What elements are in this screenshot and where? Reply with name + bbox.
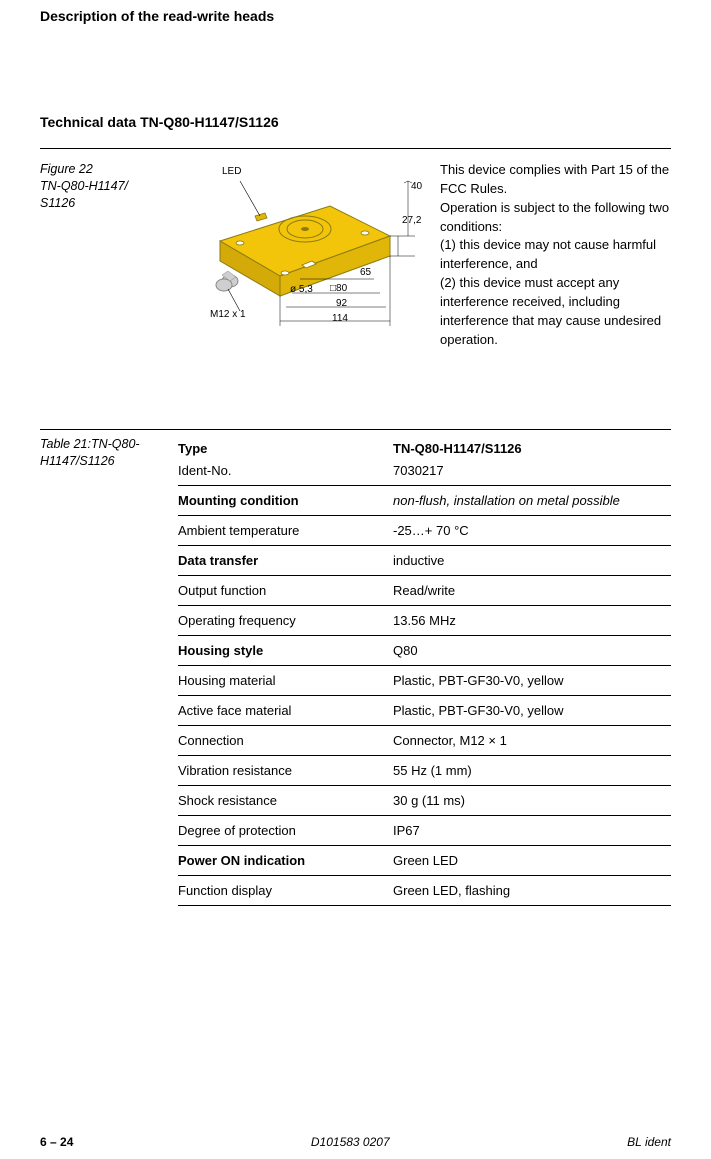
spec-value: Read/write [393,583,671,598]
label-dia: ø 5,3 [290,284,313,295]
label-d65: 65 [360,267,371,278]
spec-value: 30 g (11 ms) [393,793,671,808]
footer-page-number: 6 – 24 [40,1135,73,1149]
spec-value: Plastic, PBT-GF30-V0, yellow [393,673,671,688]
spec-value: Plastic, PBT-GF30-V0, yellow [393,703,671,718]
spec-row: ConnectionConnector, M12 × 1 [178,726,671,756]
spec-value: IP67 [393,823,671,838]
label-d92: 92 [336,298,347,309]
spec-value: Green LED, flashing [393,883,671,898]
spec-row: Ident-No.7030217 [178,456,671,486]
spec-row: Vibration resistance55 Hz (1 mm) [178,756,671,786]
table-caption: Table 21:TN-Q80-H1147/S1126 [40,434,170,906]
spec-value: non-flush, installation on metal possibl… [393,493,671,508]
spec-label: Mounting condition [178,493,393,508]
spec-row: Housing materialPlastic, PBT-GF30-V0, ye… [178,666,671,696]
spec-row: TypeTN-Q80-H1147/S1126 [178,434,671,456]
spec-label: Housing material [178,673,393,688]
spec-label: Function display [178,883,393,898]
spec-value: 13.56 MHz [393,613,671,628]
label-d40: 40 [411,181,422,192]
spec-label: Connection [178,733,393,748]
spec-label: Operating frequency [178,613,393,628]
spec-label: Ambient temperature [178,523,393,538]
spec-row: Ambient temperature-25…+ 70 °C [178,516,671,546]
spec-label: Data transfer [178,553,393,568]
spec-label: Degree of protection [178,823,393,838]
spec-row: Active face materialPlastic, PBT-GF30-V0… [178,696,671,726]
label-d27-2: 27,2 [402,215,421,226]
label-led: LED [222,166,241,177]
spec-value: TN-Q80-H1147/S1126 [393,441,671,456]
label-d114: 114 [332,313,348,324]
spec-row: Function displayGreen LED, flashing [178,876,671,906]
subsection-header: Technical data TN-Q80-H1147/S1126 [40,114,671,130]
spec-label: Active face material [178,703,393,718]
spec-label: Output function [178,583,393,598]
spec-row: Degree of protectionIP67 [178,816,671,846]
spec-table: TypeTN-Q80-H1147/S1126Ident-No.7030217Mo… [178,434,671,906]
spec-row: Operating frequency13.56 MHz [178,606,671,636]
figure-image: LED M12 x 1 ø 5,3 40 27,2 65 □80 92 114 [180,161,430,341]
spec-label: Ident-No. [178,463,393,478]
figure-caption-line1: Figure 22 [40,162,93,176]
spec-value: -25…+ 70 °C [393,523,671,538]
spec-value: 7030217 [393,463,671,478]
figure-description: This device complies with Part 15 of the… [440,161,671,349]
footer-brand: BL ident [627,1135,671,1149]
spec-row: Power ON indicationGreen LED [178,846,671,876]
footer-doc-id: D101583 0207 [311,1135,390,1149]
spec-row: Mounting conditionnon-flush, installatio… [178,486,671,516]
figure-caption: Figure 22 TN-Q80-H1147/ S1126 [40,161,170,349]
data-table-block: Table 21:TN-Q80-H1147/S1126 TypeTN-Q80-H… [40,429,671,906]
spec-row: Housing styleQ80 [178,636,671,666]
spec-row: Shock resistance30 g (11 ms) [178,786,671,816]
figure-caption-line3: S1126 [40,196,75,210]
spec-label: Shock resistance [178,793,393,808]
spec-value: inductive [393,553,671,568]
spec-value: 55 Hz (1 mm) [393,763,671,778]
label-d80: □80 [330,283,347,294]
figure-block: Figure 22 TN-Q80-H1147/ S1126 [40,148,671,349]
spec-label: Housing style [178,643,393,658]
label-connector: M12 x 1 [210,309,246,320]
spec-row: Output functionRead/write [178,576,671,606]
spec-value: Q80 [393,643,671,658]
figure-caption-line2: TN-Q80-H1147/ [40,179,128,193]
spec-value: Connector, M12 × 1 [393,733,671,748]
spec-label: Vibration resistance [178,763,393,778]
page-footer: 6 – 24 D101583 0207 BL ident [0,1135,711,1149]
spec-label: Type [178,441,393,456]
spec-value: Green LED [393,853,671,868]
section-header: Description of the read-write heads [40,8,671,24]
spec-label: Power ON indication [178,853,393,868]
spec-row: Data transferinductive [178,546,671,576]
